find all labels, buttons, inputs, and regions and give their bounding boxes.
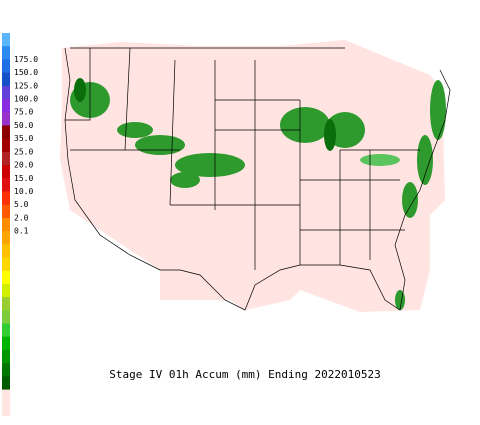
legend-swatch [2,310,10,325]
legend-label: 75.0 [14,108,33,117]
legend-swatch [2,112,10,126]
legend-label: 5.0 [14,200,29,209]
legend-label: 125.0 [14,81,38,90]
legend-label: 50.0 [14,121,33,130]
legend-swatch [2,138,10,153]
legend-label: 150.0 [14,68,38,77]
boundaries [64,47,451,311]
legend-swatch [2,46,10,60]
coverage-area [60,40,445,312]
legend-swatch [2,165,10,179]
legend-swatch [2,151,10,166]
legend-label: 35.0 [14,134,33,143]
legend-label: 175.0 [14,55,38,64]
legend-label: 25.0 [14,147,33,156]
legend-label: 10.0 [14,187,33,196]
legend-swatch [2,125,10,140]
legend-swatch [2,204,10,219]
legend-swatch [2,376,10,391]
legend-swatch [2,85,10,100]
legend-swatch [2,349,10,364]
legend-swatch [2,99,10,113]
legend-swatch [2,178,10,192]
legend-swatch [2,323,10,338]
legend-label: 0.1 [14,227,29,236]
legend-label: 2.0 [14,213,29,222]
legend-swatch [2,244,10,259]
legend-swatch [2,389,10,416]
legend-swatch [2,59,10,74]
legend-swatch [2,231,10,245]
legend: 175.0 150.0 125.0 100.0 75.0 50.0 35.0 25.0 20.0… [2,33,38,416]
legend-swatch [2,363,10,377]
legend-label: 15.0 [14,174,33,183]
legend-swatch [2,72,10,87]
legend-swatch [2,270,10,285]
caption: Stage IV 01h Accum (mm) Ending 202201052… [109,368,381,381]
legend-swatch [2,336,10,351]
legend-swatch [2,297,10,311]
legend-swatch [2,283,10,298]
legend-label: 20.0 [14,161,33,170]
legend-swatch [2,217,10,232]
legend-swatch [2,191,10,206]
legend-label: 100.0 [14,95,38,104]
legend-swatch [2,33,10,47]
legend-swatch [2,257,10,272]
